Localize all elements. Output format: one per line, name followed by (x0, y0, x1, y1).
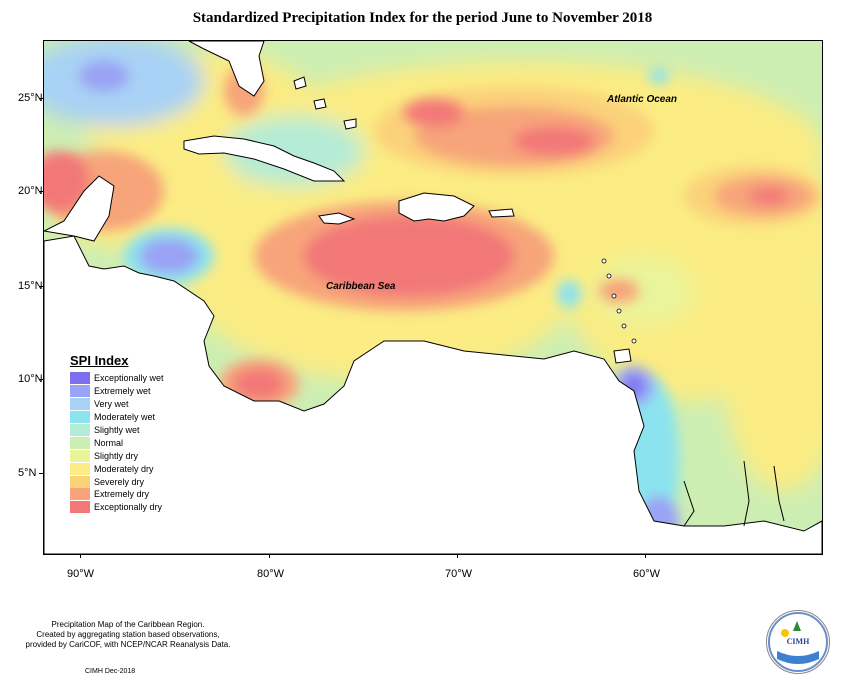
lat-tick-5: 5°N (18, 467, 37, 479)
map-area: Atlantic Ocean Caribbean Sea (43, 40, 823, 555)
atlantic-ocean-label: Atlantic Ocean (607, 94, 678, 105)
legend-swatch (70, 475, 90, 488)
legend-swatch (70, 436, 90, 449)
logo-text: CIMH (786, 637, 810, 646)
cimh-logo-icon (768, 612, 828, 672)
legend-label: Extremely dry (94, 489, 150, 500)
legend-swatch (70, 411, 90, 424)
legend-item: Slightly wet (70, 424, 170, 437)
legend-item: Severely dry (70, 475, 170, 488)
legend-swatch (70, 449, 90, 462)
legend-item: Extremely wet (70, 385, 170, 398)
spi-contour-map (44, 41, 822, 554)
legend-item: Moderately dry (70, 462, 170, 475)
legend-item: Exceptionally wet (70, 372, 170, 385)
legend-label: Slightly wet (94, 425, 140, 435)
legend-label: Exceptionally wet (94, 373, 164, 384)
legend-item: Normal (70, 436, 170, 449)
legend-title: SPI Index (70, 353, 129, 368)
legend-swatch (70, 488, 90, 501)
lon-tick-90: 90°W (67, 568, 95, 580)
legend-item: Very wet (70, 398, 170, 411)
legend-label: Moderately dry (94, 463, 154, 474)
lat-tick-25: 25°N (18, 92, 43, 104)
legend-swatch (70, 424, 90, 436)
lat-tick-10: 10°N (18, 373, 43, 385)
legend-swatch (70, 385, 90, 398)
legend-item: Slightly dry (70, 449, 170, 462)
footer-line-1: Precipitation Map of the Caribbean Regio… (51, 620, 205, 629)
legend-label: Moderately wet (94, 412, 156, 423)
legend-item: Moderately wet (70, 411, 170, 424)
spi-legend: SPI Index Exceptionally wet Extremely wet… (70, 353, 170, 514)
lon-tick-70: 70°W (445, 568, 473, 580)
legend-item: Extremely dry (70, 488, 170, 501)
legend-item: Exceptionally dry (70, 501, 170, 514)
lon-tick-60: 60°W (633, 568, 661, 580)
legend-label: Slightly dry (94, 450, 139, 461)
lat-tick-15: 15°N (18, 280, 43, 292)
legend-swatch (70, 501, 90, 514)
legend-label: Severely dry (94, 476, 145, 487)
footer-line-3: provided by CariCOF, with NCEP/NCAR Rean… (25, 640, 231, 649)
footer-line-2: Created by aggregating station based obs… (36, 630, 220, 639)
legend-label: Normal (94, 437, 124, 448)
legend-swatch (70, 372, 90, 385)
lat-tick-20: 20°N (18, 185, 43, 197)
legend-swatch (70, 398, 90, 411)
legend-label: Exceptionally dry (94, 502, 163, 513)
legend-swatch (70, 462, 90, 475)
cimh-logo: CIMH (766, 610, 830, 674)
map-title: Standardized Precipitation Index for the… (192, 10, 653, 26)
legend-label: Extremely wet (94, 386, 151, 397)
legend-label: Very wet (94, 399, 129, 410)
caribbean-sea-label: Caribbean Sea (326, 281, 396, 292)
footer-notes: Precipitation Map of the Caribbean Regio… (18, 620, 238, 650)
footer-credit: CIMH Dec-2018 (85, 668, 136, 675)
lon-tick-80: 80°W (257, 568, 285, 580)
